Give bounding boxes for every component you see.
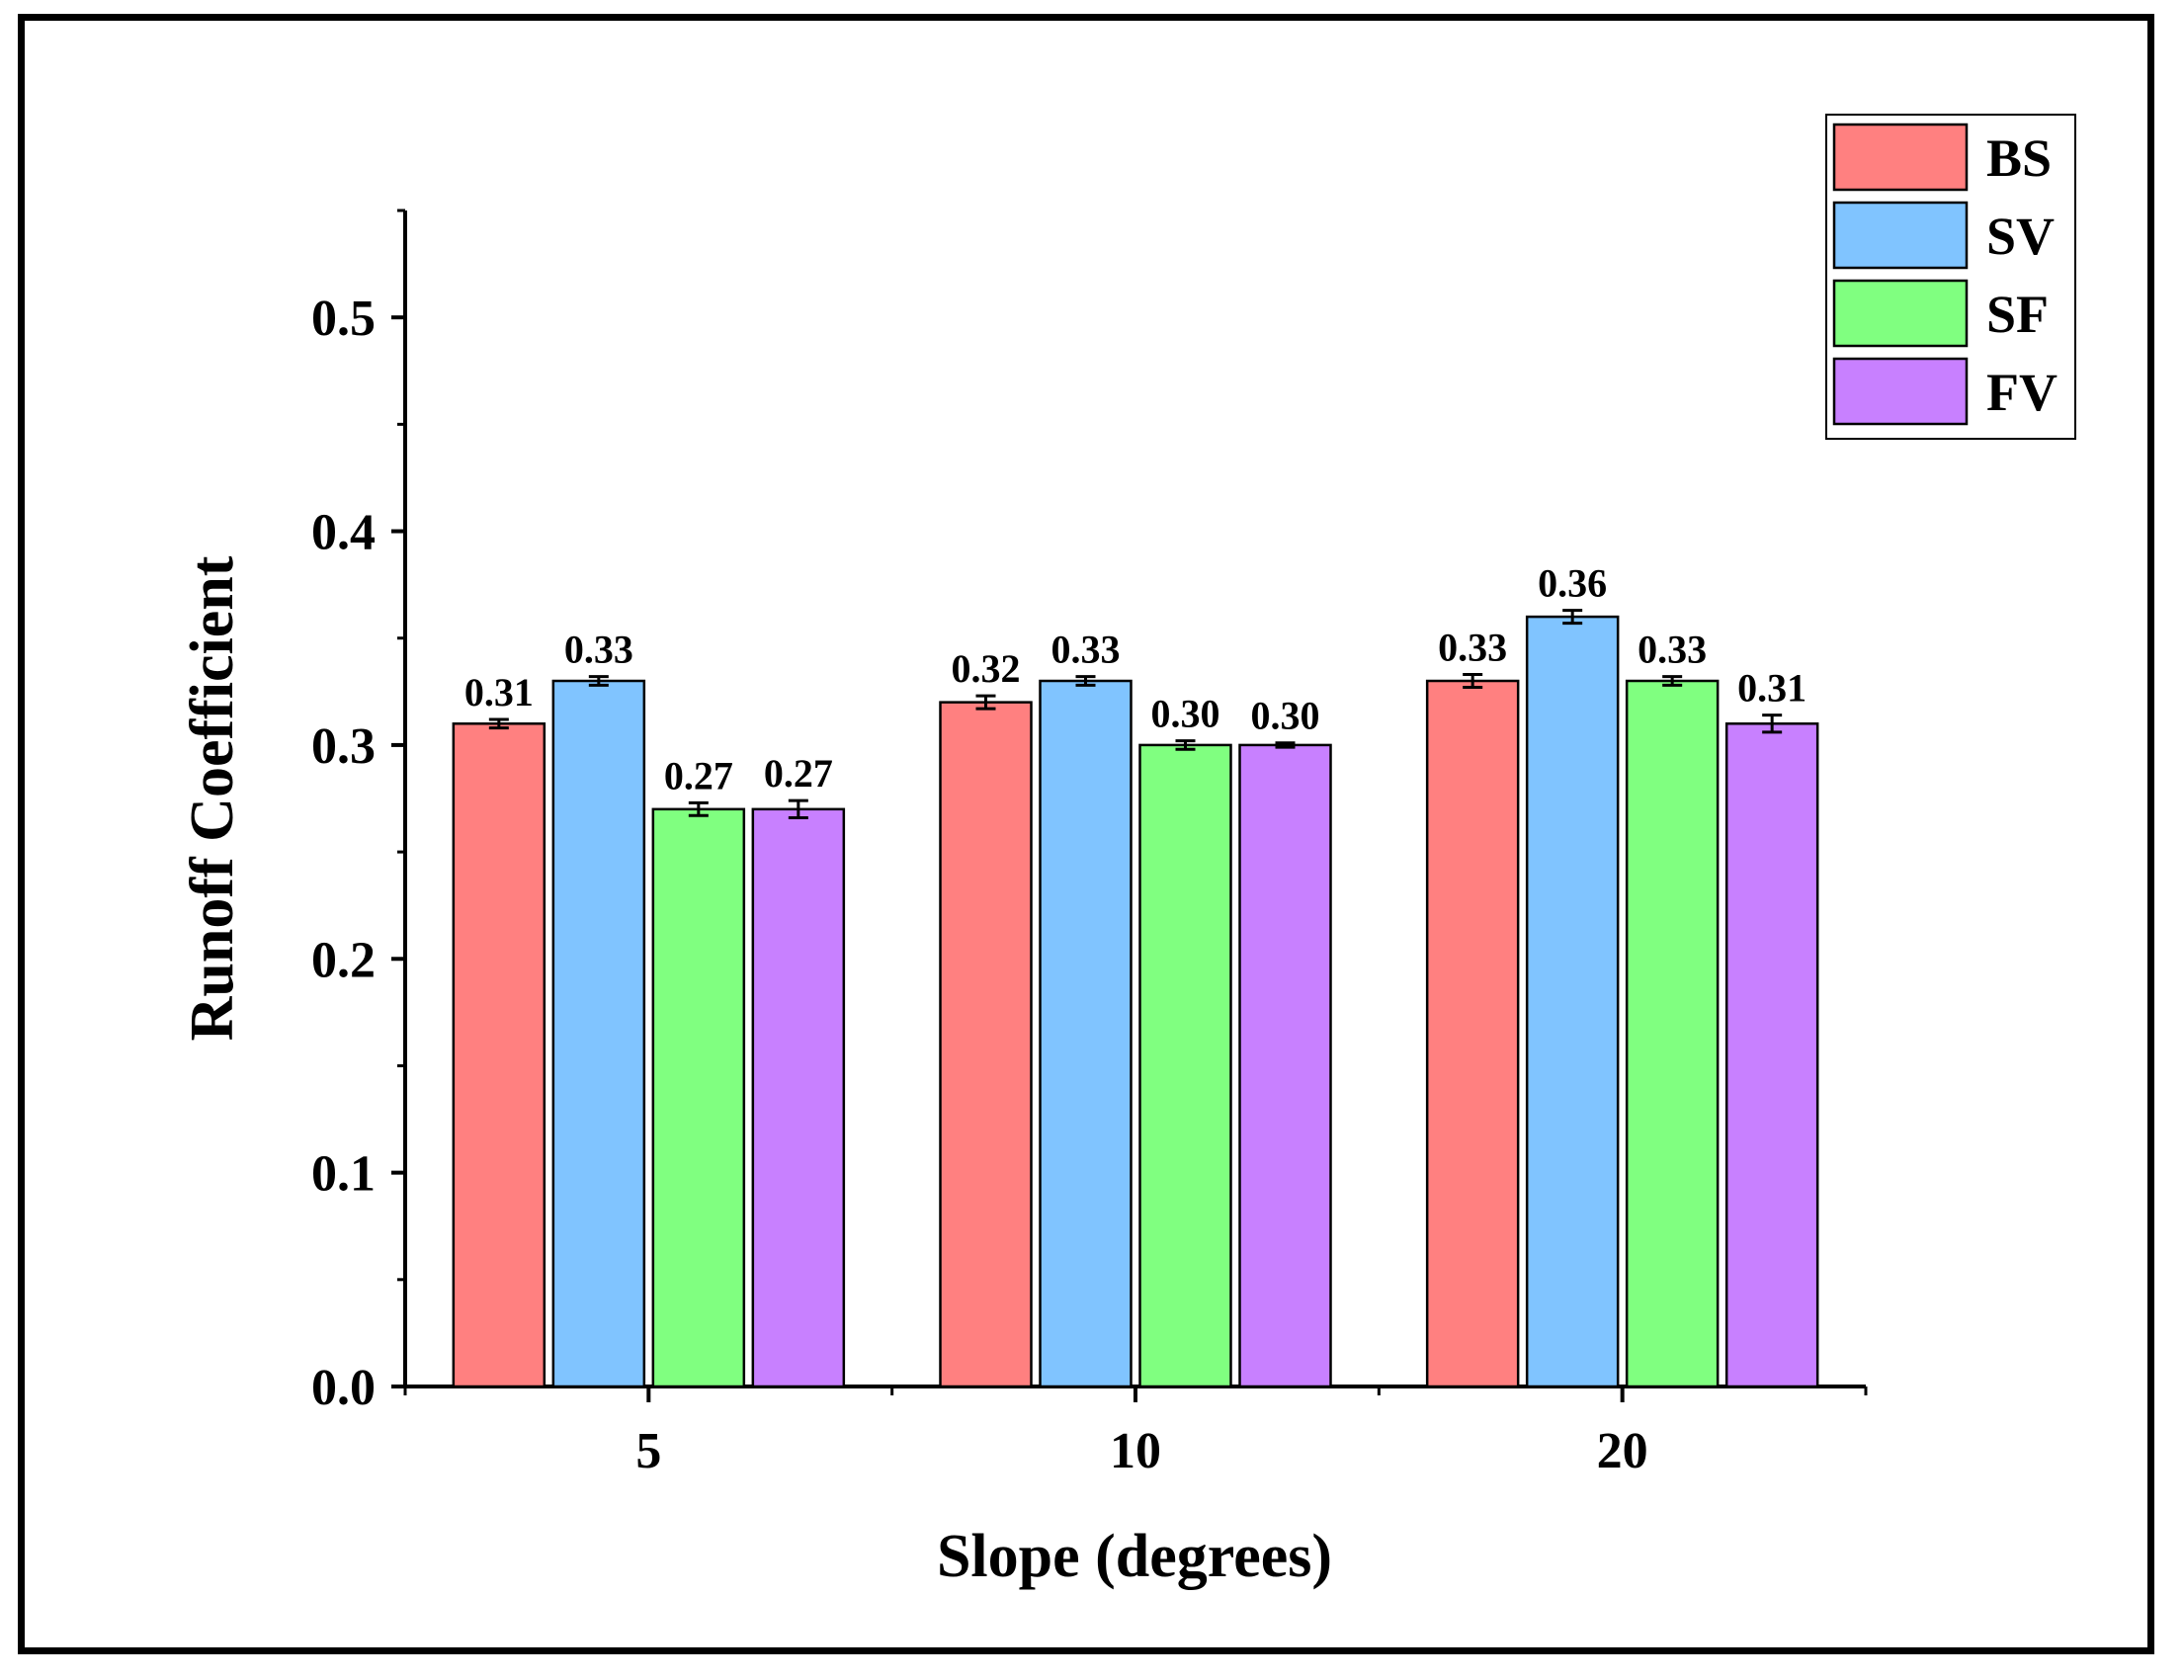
x-axis-title: Slope (degrees) xyxy=(937,1523,1332,1590)
x-tick-label: 20 xyxy=(1597,1423,1648,1479)
y-tick-label: 0.1 xyxy=(311,1146,376,1203)
bar-bs xyxy=(939,701,1033,1388)
bar-fv xyxy=(1238,743,1332,1388)
y-axis: 0.0 0.1 0.2 0.3 0.4 0.5 xyxy=(311,209,407,1416)
y-tick-label: 0.4 xyxy=(311,505,376,561)
legend-label-bs: BS xyxy=(1986,128,2052,188)
bar-sv xyxy=(1525,615,1620,1388)
data-labels: 0.31 0.33 0.27 0.27 0.32 0.33 0.30 0.30 0.33 0.36… xyxy=(464,561,1806,798)
legend-swatch-sv xyxy=(1832,201,1969,270)
data-label: 0.30 xyxy=(1151,692,1220,736)
legend-swatch-fv xyxy=(1832,357,1969,426)
y-tick-label: 0.2 xyxy=(311,932,376,988)
bar-sf xyxy=(651,807,746,1388)
legend-label-fv: FV xyxy=(1986,363,2058,422)
legend: BS SV SF FV xyxy=(1825,114,2076,440)
legend-label-sf: SF xyxy=(1986,285,2049,344)
bars xyxy=(452,609,1819,1388)
data-label: 0.33 xyxy=(1638,628,1707,672)
data-label: 0.31 xyxy=(464,670,534,714)
legend-swatch-sf xyxy=(1832,279,1969,348)
x-tick-label: 5 xyxy=(635,1423,661,1479)
y-tick-label: 0.0 xyxy=(311,1360,376,1416)
y-axis-title: Runoff Coefficient xyxy=(179,555,246,1041)
x-tick-label: 10 xyxy=(1110,1423,1161,1479)
y-tick-label: 0.3 xyxy=(311,718,376,775)
data-label: 0.33 xyxy=(564,628,633,672)
x-axis: 5 10 20 xyxy=(403,1385,1868,1479)
legend-label-sv: SV xyxy=(1986,207,2055,266)
legend-swatch-bs xyxy=(1832,123,1969,192)
y-tick-label: 0.5 xyxy=(311,291,376,347)
data-label: 0.33 xyxy=(1051,628,1121,672)
bar-sv xyxy=(1039,679,1133,1388)
data-label: 0.33 xyxy=(1438,626,1507,670)
data-label: 0.27 xyxy=(764,751,833,796)
bar-sv xyxy=(551,679,646,1388)
data-label: 0.27 xyxy=(664,753,733,798)
bar-sf xyxy=(1625,679,1720,1388)
data-label: 0.30 xyxy=(1251,694,1320,738)
data-label: 0.32 xyxy=(952,646,1021,691)
data-label: 0.36 xyxy=(1538,561,1607,606)
bar-fv xyxy=(751,807,846,1388)
bar-bs xyxy=(452,722,546,1388)
data-label: 0.31 xyxy=(1737,666,1806,711)
bar-fv xyxy=(1724,722,1819,1388)
bar-sf xyxy=(1138,743,1232,1388)
bar-bs xyxy=(1425,679,1520,1388)
